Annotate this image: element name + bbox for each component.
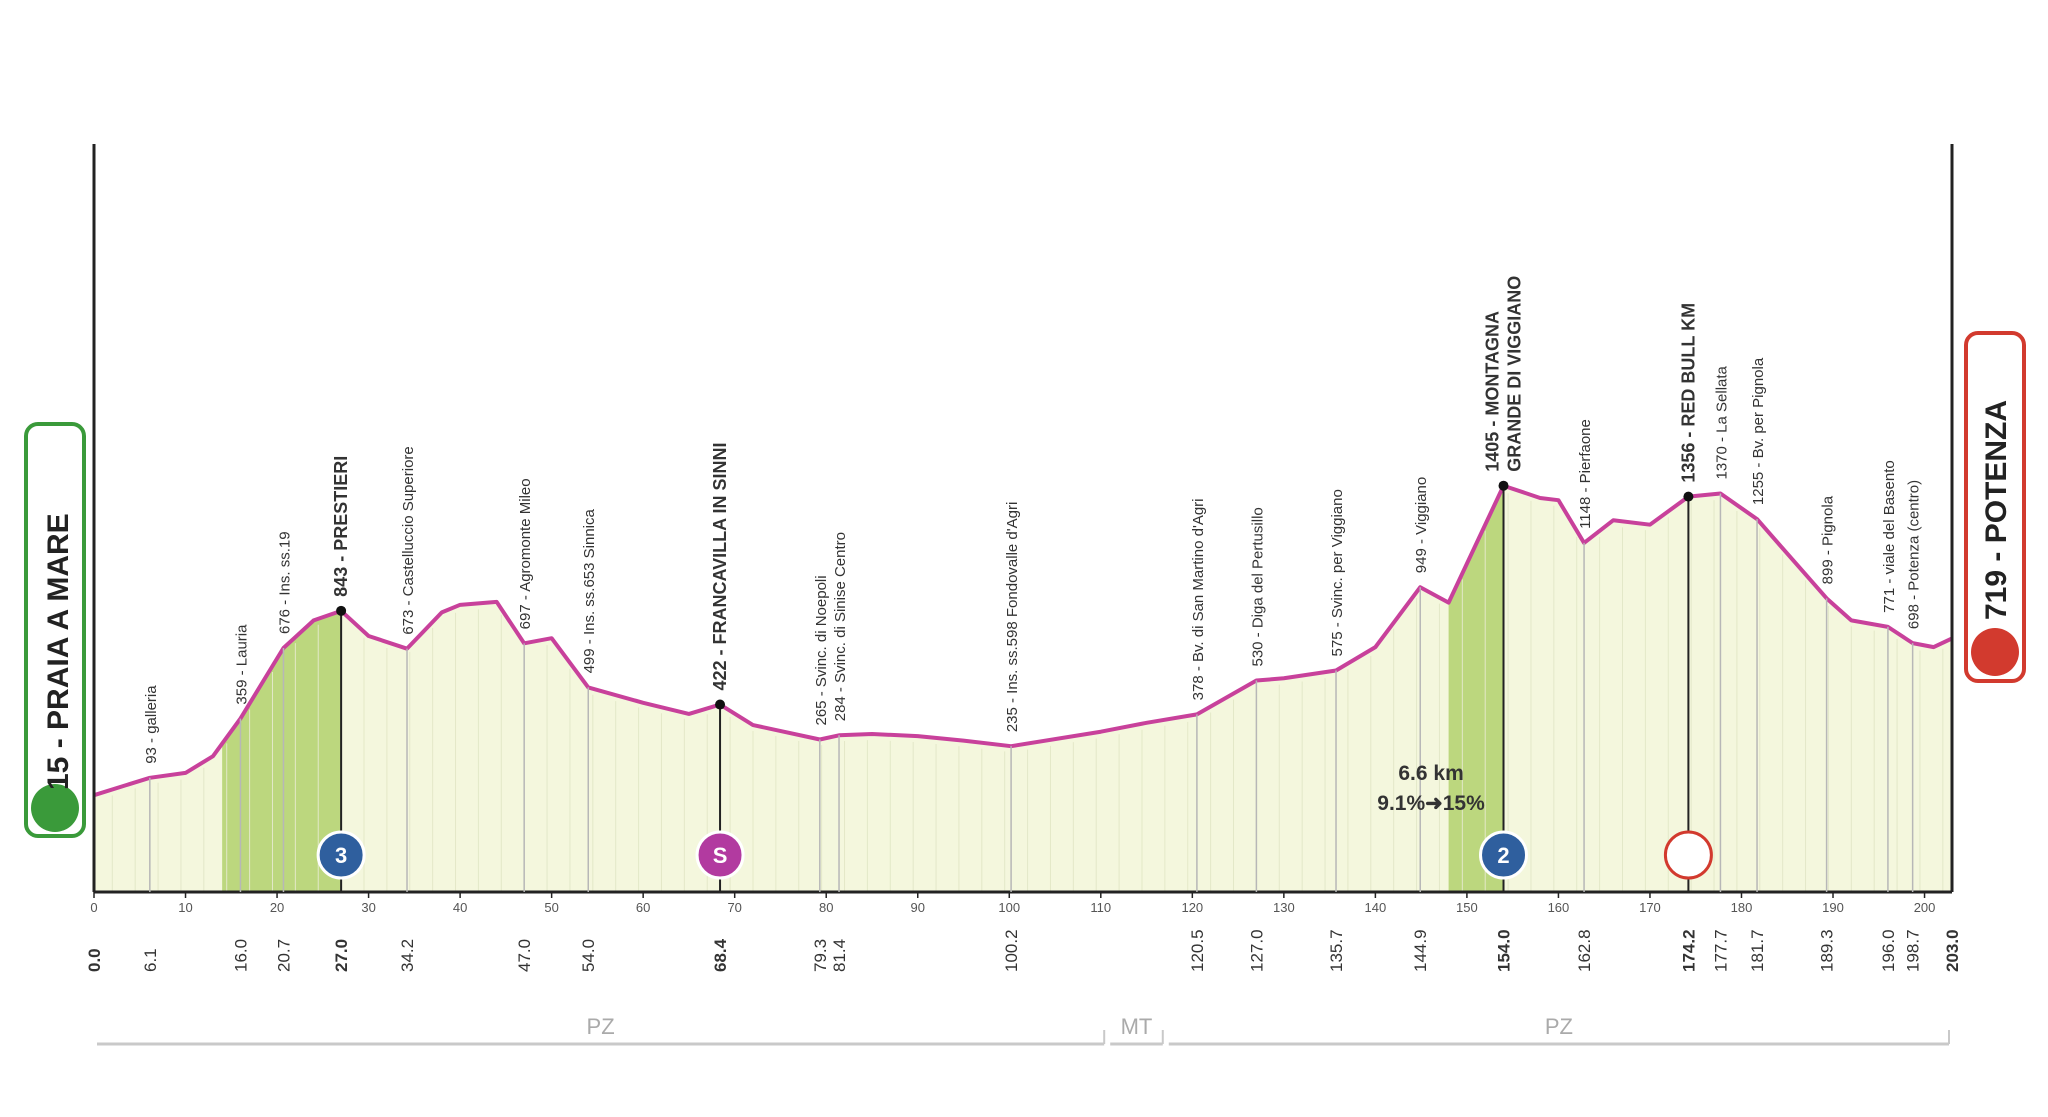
waypoint-label: 1356 - RED BULL KM xyxy=(1678,303,1698,483)
km-label: 177.7 xyxy=(1711,929,1730,972)
waypoint-label: 284 - Svinc. di Sinise Centro xyxy=(832,532,849,721)
finish-icon xyxy=(1971,628,2019,676)
km-label: 203.0 xyxy=(1943,929,1962,972)
waypoint-label: 499 - Ins. ss.653 Sinnica xyxy=(581,508,598,673)
waypoint-label: 673 - Castelluccio Superiore xyxy=(400,446,417,634)
x-tick-label: 50 xyxy=(544,900,558,915)
waypoint-label: 93 - galleria xyxy=(143,685,160,764)
waypoint-label: 265 - Svinc. di Noepoli xyxy=(813,575,830,725)
km-label: 6.1 xyxy=(141,948,160,972)
waypoint-label: 698 - Potenza (centro) xyxy=(1906,480,1923,629)
x-tick-label: 180 xyxy=(1731,900,1753,915)
waypoint-label: 235 - Ins. ss.598 Fondovalle d'Agri xyxy=(1004,502,1021,733)
x-tick-label: 190 xyxy=(1822,900,1844,915)
waypoint-dot xyxy=(336,605,347,616)
waypoint-label: 676 - Ins. ss.19 xyxy=(276,531,293,634)
badge xyxy=(1479,830,1529,880)
km-label: 79.3 xyxy=(811,939,830,972)
km-label: 54.0 xyxy=(579,939,598,972)
badge xyxy=(695,830,745,880)
waypoint-label: 1370 - La Sellata xyxy=(1713,365,1730,479)
km-label: 189.3 xyxy=(1818,929,1837,972)
x-tick-label: 110 xyxy=(1090,900,1111,915)
finish-label: 719 - POTENZA xyxy=(1980,400,2013,620)
waypoint-dot xyxy=(1683,491,1694,502)
badge-label: 3 xyxy=(335,843,347,868)
km-label: 120.5 xyxy=(1188,929,1207,972)
km-label: 16.0 xyxy=(231,939,250,972)
start-label: 15 - PRAIA A MARE xyxy=(42,513,75,790)
waypoint-label: 1148 - Pierfaone xyxy=(1577,419,1594,529)
km-label: 81.4 xyxy=(830,939,849,972)
waypoint-label: 949 - Viggiano xyxy=(1413,477,1430,573)
waypoint-label: GRANDE DI VIGGIANO xyxy=(1505,276,1525,472)
badge xyxy=(316,830,366,880)
badge-label: 2 xyxy=(1497,843,1509,868)
x-tick-label: 170 xyxy=(1639,900,1661,915)
km-label: 162.8 xyxy=(1575,929,1594,972)
region-label: PZ xyxy=(587,1014,615,1039)
km-label: 135.7 xyxy=(1327,929,1346,972)
km-label: 0.0 xyxy=(85,948,104,972)
region-label: PZ xyxy=(1545,1014,1573,1039)
waypoint-label: 771 - viale del Basento xyxy=(1881,460,1898,613)
start-icon xyxy=(31,784,79,832)
waypoint-dot xyxy=(1498,480,1509,491)
x-tick-label: 150 xyxy=(1456,900,1478,915)
x-tick-label: 100 xyxy=(998,900,1020,915)
waypoint-dot xyxy=(715,699,726,710)
badge xyxy=(1663,830,1713,880)
x-tick-label: 120 xyxy=(1181,900,1203,915)
climb-note: 9.1%➜15% xyxy=(1377,792,1485,815)
badge-label: S xyxy=(713,843,728,868)
km-label: 27.0 xyxy=(332,939,351,972)
waypoint-label: 899 - Pignola xyxy=(1820,495,1837,584)
x-tick-label: 200 xyxy=(1914,900,1936,915)
waypoint-label: 530 - Diga del Pertusillo xyxy=(1249,507,1266,666)
waypoint-label: 843 - PRESTIERI xyxy=(331,456,351,597)
profile-area xyxy=(94,485,1952,892)
km-label: 34.2 xyxy=(398,939,417,972)
x-tick-label: 160 xyxy=(1548,900,1570,915)
x-tick-label: 20 xyxy=(270,900,284,915)
waypoint-label: 1255 - Bv. per Pignola xyxy=(1750,357,1767,505)
km-label: 181.7 xyxy=(1748,929,1767,972)
km-label: 198.7 xyxy=(1904,929,1923,972)
climb-note: 6.6 km xyxy=(1398,762,1463,785)
waypoint-label: 359 - Lauria xyxy=(233,624,250,705)
x-tick-label: 0 xyxy=(90,900,97,915)
km-label: 68.4 xyxy=(711,938,730,972)
waypoint-label: 422 - FRANCAVILLA IN SINNI xyxy=(710,443,730,691)
waypoint-label: 575 - Svinc. per Viggiano xyxy=(1329,489,1346,656)
start-box xyxy=(24,422,86,838)
km-label: 196.0 xyxy=(1879,929,1898,972)
waypoint-label: 378 - Bv. di San Martino d'Agri xyxy=(1190,498,1207,700)
km-label: 47.0 xyxy=(515,939,534,972)
climb-area xyxy=(222,610,342,892)
x-tick-label: 80 xyxy=(819,900,833,915)
km-label: 144.9 xyxy=(1411,929,1430,972)
region-label: MT xyxy=(1121,1014,1153,1039)
x-tick-label: 10 xyxy=(178,900,192,915)
km-label: 154.0 xyxy=(1495,929,1514,972)
km-label: 127.0 xyxy=(1247,929,1266,972)
x-tick-label: 70 xyxy=(727,900,741,915)
km-label: 20.7 xyxy=(274,939,293,972)
finish-box xyxy=(1964,331,2026,683)
km-label: 174.2 xyxy=(1679,929,1698,972)
x-tick-label: 90 xyxy=(911,900,925,915)
x-tick-label: 30 xyxy=(361,900,375,915)
x-tick-label: 140 xyxy=(1365,900,1387,915)
x-tick-label: 60 xyxy=(636,900,650,915)
waypoint-label: 1405 - MONTAGNA xyxy=(1483,311,1503,472)
x-tick-label: 40 xyxy=(453,900,467,915)
waypoint-label: 697 - Agromonte Mileo xyxy=(517,478,534,629)
km-label: 100.2 xyxy=(1002,929,1021,972)
x-tick-label: 130 xyxy=(1273,900,1295,915)
